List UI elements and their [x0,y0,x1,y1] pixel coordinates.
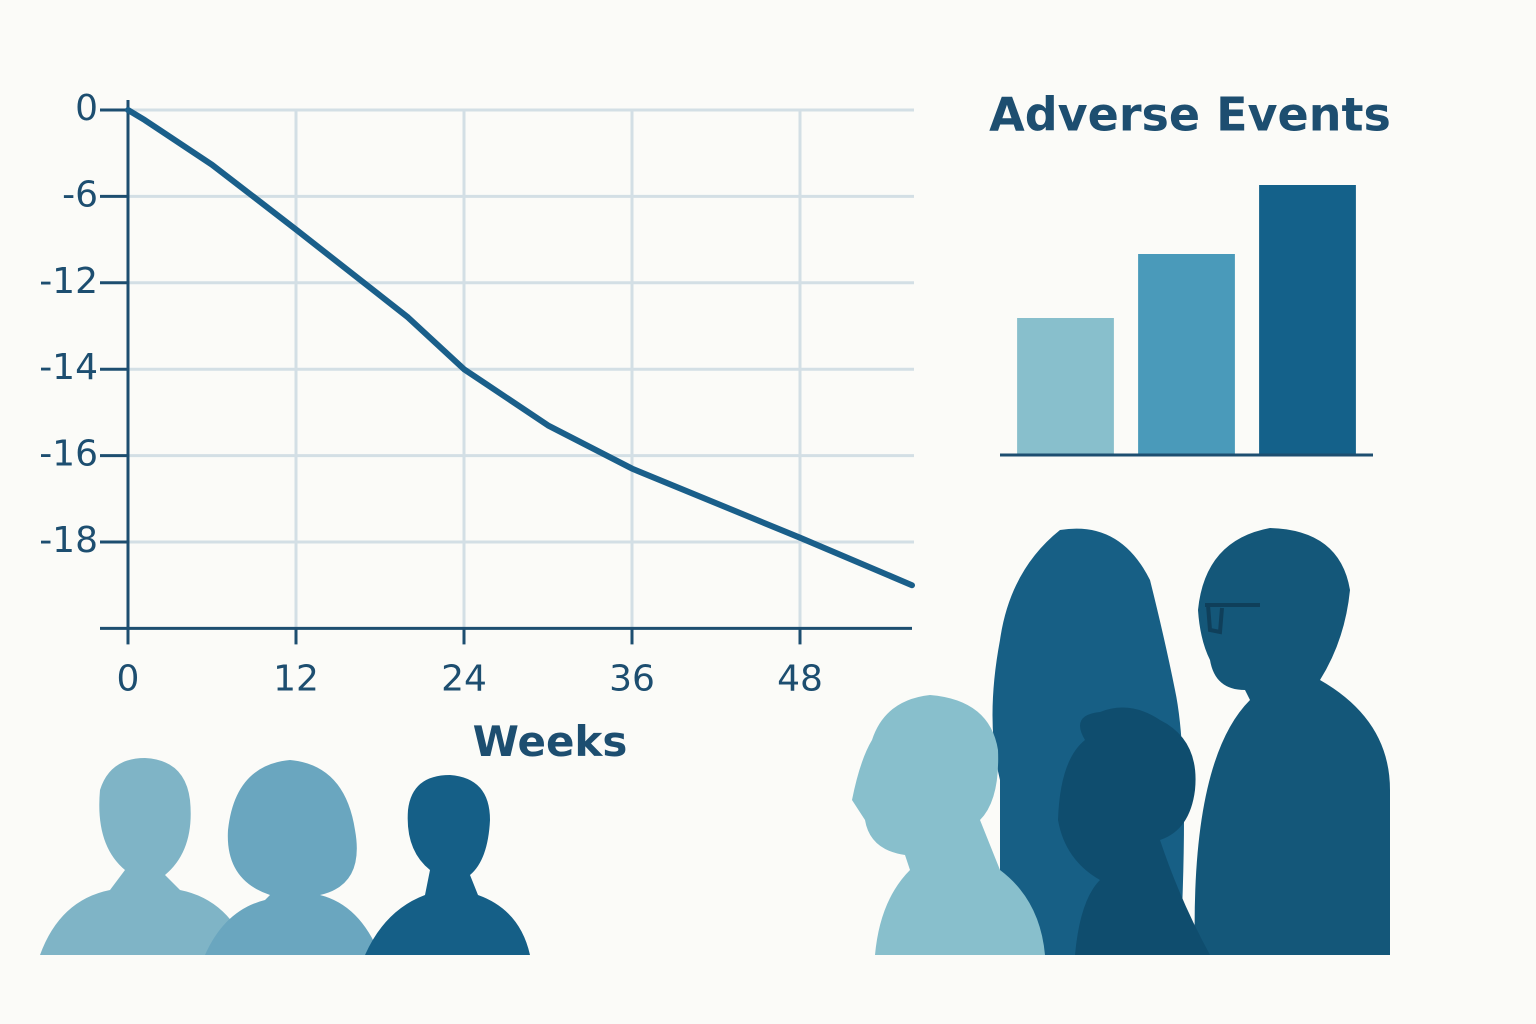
x-axis-label: Weeks [473,717,628,766]
glasses [1205,603,1260,635]
person-silhouette [40,758,250,955]
person-silhouette [365,775,530,955]
person-silhouette [205,760,380,955]
x-tick-label: 36 [609,658,655,699]
person-silhouette [1058,707,1210,955]
y-tick-label: -18 [39,520,98,561]
person-silhouette [1194,528,1390,955]
y-tick-label: -6 [62,174,98,215]
y-tick-label: -14 [39,347,98,388]
y-tick-label: -16 [39,434,98,475]
x-tick-label: 0 [117,658,140,699]
people-illustration [40,528,1390,955]
x-tick-label: 12 [273,658,319,699]
y-tick-label: 0 [75,88,98,129]
bar [1138,254,1235,455]
bar [1259,185,1356,455]
y-tick-label: -12 [39,261,98,302]
bar [1017,318,1114,455]
x-tick-label: 48 [777,658,823,699]
person-silhouette [852,695,1045,955]
chart-title: Adverse Events [989,88,1391,142]
x-tick-label: 24 [441,658,487,699]
data-line [125,107,915,589]
